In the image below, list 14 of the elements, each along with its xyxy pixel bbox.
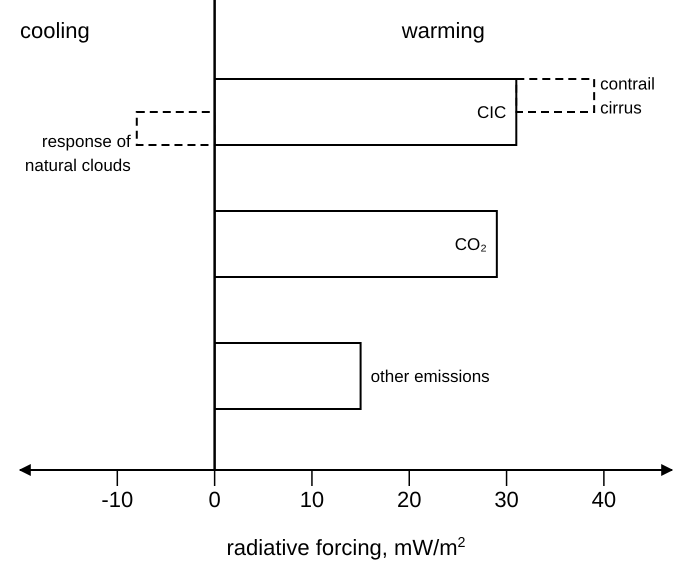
x-tick-label: 30	[494, 487, 519, 512]
y-tick-label: other emissions	[370, 367, 490, 386]
x-axis-title: radiative forcing, mW/m$^{2}$	[226, 535, 466, 560]
y-tick-label: CO₂	[454, 235, 487, 254]
x-tick-label: 0	[208, 487, 221, 512]
series-label: response of natural clouds	[24, 132, 132, 175]
x-tick-label: 10	[300, 487, 324, 512]
x-tick-label: 40	[592, 487, 616, 512]
x-tick-label: -10	[101, 487, 134, 512]
x-tick-label: 20	[397, 487, 422, 512]
series-label: contrail cirrus	[600, 74, 655, 118]
annotation: warming	[400, 18, 485, 43]
y-tick-label: CIC	[477, 103, 506, 122]
annotation: cooling	[20, 18, 90, 43]
